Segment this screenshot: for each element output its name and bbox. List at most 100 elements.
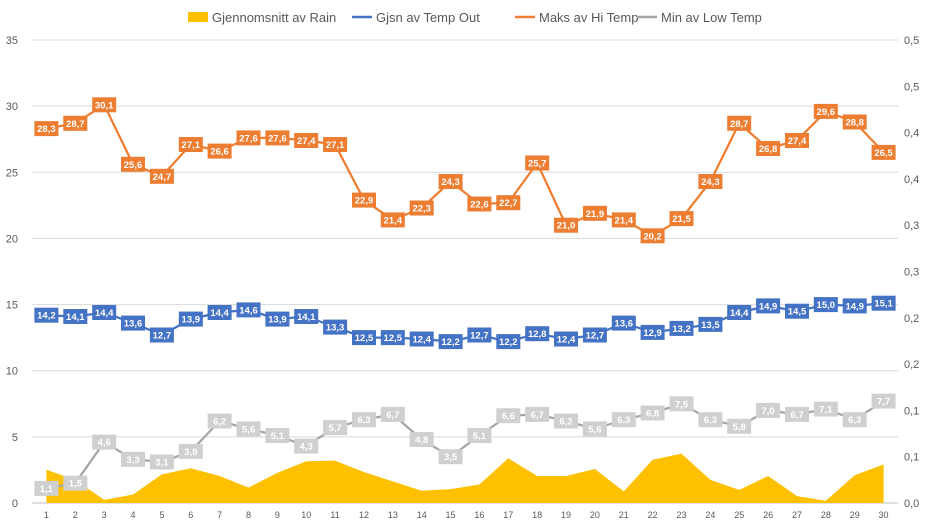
data-label-box (640, 228, 665, 244)
left-tick-label: 5 (12, 432, 18, 444)
data-label-box (438, 334, 463, 350)
data-label-box (34, 307, 59, 323)
data-label-box (727, 115, 752, 131)
data-label: 14,9 (845, 301, 864, 312)
data-label-box (640, 405, 665, 421)
data-label: 15,0 (817, 300, 836, 311)
x-tick-label: 21 (619, 510, 629, 520)
data-label-box (640, 324, 665, 340)
data-label-box (871, 295, 896, 311)
data-label: 4,8 (415, 435, 428, 446)
data-label-box (92, 97, 117, 113)
data-label: 27,6 (239, 133, 258, 144)
data-label: 6,3 (848, 415, 861, 426)
data-label: 27,4 (788, 136, 807, 147)
data-label-box (121, 156, 145, 172)
data-label-box (207, 143, 232, 159)
data-label: 21,4 (615, 215, 634, 226)
data-label: 13,2 (672, 324, 691, 335)
data-label: 3,9 (184, 447, 197, 458)
x-tick-label: 30 (879, 510, 889, 520)
data-label-box (727, 418, 752, 434)
data-label-box (352, 330, 376, 346)
data-label: 29,6 (817, 107, 836, 118)
left-tick-label: 30 (6, 101, 18, 113)
right-tick-label: 0,3 (904, 267, 919, 279)
rain-area (46, 453, 884, 503)
data-label-box (63, 115, 88, 131)
x-tick-label: 18 (532, 510, 542, 520)
data-label-box (352, 192, 376, 208)
right-tick-label: 0,0 (904, 498, 919, 510)
data-label-box (554, 331, 578, 347)
data-label-box (294, 309, 319, 324)
data-label: 5,7 (328, 423, 341, 434)
data-label: 13,6 (124, 319, 143, 330)
data-label: 14,4 (210, 308, 229, 319)
legend-label: Gjsn av Temp Out (376, 10, 480, 25)
x-tick-label: 22 (648, 510, 658, 520)
data-label: 28,8 (845, 118, 864, 129)
right-tick-label: 0,2 (904, 313, 919, 325)
data-label-box (121, 315, 145, 331)
data-label-box (842, 298, 867, 314)
data-label-box (380, 330, 405, 346)
x-tick-label: 4 (131, 510, 136, 520)
data-label-box (294, 133, 319, 148)
data-label-box (611, 315, 636, 331)
data-label-box (467, 428, 492, 443)
data-label-box (842, 114, 867, 130)
data-label: 6,2 (213, 417, 226, 428)
data-label: 20,2 (643, 231, 662, 242)
data-label: 6,3 (357, 415, 370, 426)
data-label: 12,4 (557, 335, 576, 346)
data-label-box (756, 298, 781, 314)
x-tick-label: 17 (503, 510, 513, 520)
data-label: 4,3 (300, 442, 313, 453)
data-label: 6,2 (559, 417, 572, 428)
data-label-box (785, 133, 809, 148)
data-label: 12,8 (528, 329, 547, 340)
right-tick-label: 0,4 (904, 174, 919, 186)
data-label-box (698, 412, 723, 428)
data-label-box (323, 420, 348, 436)
right-tick-label: 0,5 (904, 35, 919, 47)
legend-label: Maks av Hi Temp (539, 10, 638, 25)
data-label-box (813, 297, 838, 313)
left-tick-label: 20 (6, 233, 18, 245)
right-axis-ticks: 0,0 0,1 0,1 0,2 0,2 0,3 0,3 0,4 0,4 0,5 0,5 (904, 35, 919, 510)
right-tick-label: 0,1 (904, 405, 919, 417)
x-tick-label: 1 (44, 510, 49, 520)
data-label-box (149, 454, 174, 470)
x-tick-label: 29 (850, 510, 860, 520)
line-series (46, 103, 885, 490)
data-label-box (409, 432, 434, 447)
left-axis-ticks: 0 5 10 15 20 25 30 35 (6, 35, 18, 510)
data-label: 22,7 (499, 198, 518, 209)
data-label-box (582, 327, 607, 343)
data-label: 25,7 (528, 159, 547, 170)
data-label-box (92, 434, 117, 450)
data-label: 6,7 (386, 410, 399, 421)
data-label: 27,1 (182, 140, 201, 151)
data-label-box (63, 475, 88, 491)
data-label-box (698, 174, 723, 189)
data-label-box (756, 141, 781, 156)
data-label: 3,3 (126, 455, 139, 466)
data-label-box (149, 327, 174, 343)
legend-swatch-area (188, 12, 208, 22)
data-label-box (582, 205, 607, 221)
data-label: 14,6 (239, 305, 258, 316)
data-label: 14,5 (788, 307, 807, 318)
x-tick-label: 25 (734, 510, 744, 520)
data-label-box (669, 396, 694, 412)
data-label: 6,3 (704, 415, 717, 426)
data-label: 26,8 (759, 144, 778, 155)
data-label-box (409, 200, 434, 216)
data-label: 5,6 (242, 424, 255, 435)
left-tick-label: 15 (6, 300, 18, 312)
data-label: 22,6 (470, 200, 489, 211)
right-tick-label: 0,3 (904, 220, 919, 232)
data-label-box (34, 480, 59, 496)
data-label-box (842, 412, 867, 428)
